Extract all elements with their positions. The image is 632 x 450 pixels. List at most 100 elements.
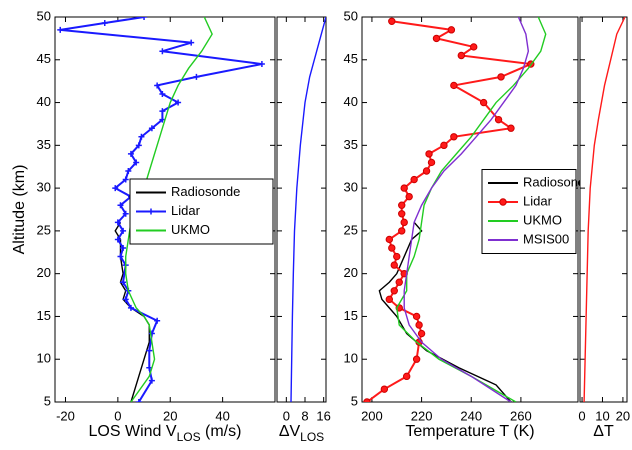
plot-frame [579, 16, 628, 403]
point [117, 202, 124, 209]
point [415, 321, 423, 329]
x-label-main: Temperature T (K) [405, 423, 534, 440]
point [135, 399, 142, 402]
point [440, 141, 448, 150]
y-axis-label: Altitude (km) [11, 165, 28, 255]
point [422, 167, 431, 175]
y-tick-label: 40 [37, 94, 51, 109]
legend-label: UKMO [523, 212, 562, 227]
point [159, 91, 166, 97]
x-axis-label: ΔVLOS [279, 423, 324, 444]
point [148, 377, 155, 384]
series-line [583, 17, 626, 402]
y-tick-label: 50 [344, 8, 358, 23]
y-tick-label: 40 [344, 94, 358, 109]
point [363, 398, 371, 402]
point [395, 278, 403, 286]
x-label-sub: LOS [300, 430, 324, 444]
point [112, 185, 119, 192]
point [410, 175, 418, 184]
x-tick-label: -20 [56, 408, 75, 423]
x-label-tail: (m/s) [201, 423, 242, 440]
legend: Radiosonde Lidar UKMO [129, 178, 274, 245]
x-tick-label: 8 [301, 408, 308, 423]
y-tick-label: 25 [37, 222, 51, 237]
point [193, 73, 200, 80]
point [146, 347, 153, 354]
point [507, 124, 515, 132]
y-tick-label: 20 [37, 265, 51, 280]
point [447, 26, 456, 34]
point [405, 192, 413, 201]
point [122, 210, 129, 217]
point [120, 279, 127, 286]
point [127, 304, 134, 311]
point [398, 227, 406, 235]
point [398, 201, 406, 209]
point [457, 51, 466, 60]
point [400, 218, 408, 227]
point [141, 17, 148, 20]
series-group [290, 17, 326, 402]
point [154, 317, 161, 324]
point [385, 295, 394, 304]
point [114, 219, 121, 226]
point [450, 81, 458, 90]
legend-marker [148, 208, 154, 215]
x-label-main: ΔV [279, 423, 301, 440]
y-tick-label: 30 [37, 180, 51, 195]
x-tick-label: 240 [460, 408, 482, 423]
x-tick-label: 200 [361, 408, 383, 423]
point [120, 245, 127, 251]
point [450, 133, 458, 141]
series-group [583, 17, 626, 402]
y-tick-label: 25 [344, 222, 358, 237]
y-tick-label: 45 [344, 51, 358, 66]
point [175, 99, 182, 106]
legend-label: MSIS00 [523, 231, 569, 246]
y-tick-label: 20 [344, 265, 358, 280]
point [494, 115, 503, 124]
y-tick-label: 45 [37, 51, 51, 66]
point [122, 296, 129, 303]
legend: Radiosonde Lidar UKMO MSIS00 [481, 169, 592, 254]
point [388, 17, 396, 25]
point [479, 98, 488, 107]
point [101, 19, 108, 26]
point [412, 355, 421, 363]
y-tick-label: 35 [344, 137, 358, 152]
point [148, 125, 155, 132]
point [425, 150, 433, 158]
series-line [403, 17, 530, 402]
point [380, 385, 389, 393]
point [388, 244, 396, 252]
point [400, 184, 408, 192]
point [127, 150, 134, 157]
point [133, 159, 140, 166]
point [412, 312, 421, 321]
x-label-main: ΔT [593, 423, 614, 440]
point [120, 227, 127, 234]
series-line [366, 20, 535, 402]
point [497, 73, 505, 81]
point [154, 82, 161, 89]
point [135, 142, 142, 149]
legend-label: Lidar [523, 193, 553, 208]
y-tick-label: 50 [37, 8, 51, 23]
y-tick-label: 15 [344, 308, 358, 323]
plot-frame [276, 16, 327, 403]
x-axis-label: ΔT [593, 423, 614, 440]
point [258, 61, 265, 68]
x-label-sub: LOS [177, 430, 201, 444]
y-tick-label: 10 [37, 351, 51, 366]
point [427, 158, 436, 167]
x-tick-label: 40 [215, 408, 229, 423]
point [122, 176, 129, 183]
y-tick-label: 35 [37, 137, 51, 152]
point [390, 287, 398, 295]
point [402, 372, 411, 381]
x-tick-label: 260 [510, 408, 532, 423]
point [188, 39, 195, 46]
point [393, 252, 401, 261]
